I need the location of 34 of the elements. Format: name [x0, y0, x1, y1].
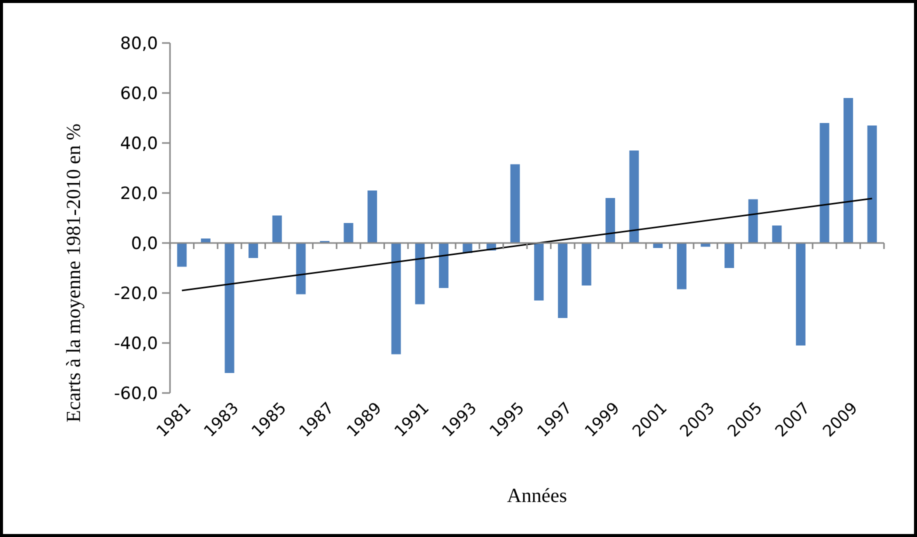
- bar: [820, 123, 830, 243]
- y-tick-label: 80,0: [120, 34, 158, 54]
- bar: [368, 190, 378, 243]
- bar: [438, 243, 448, 288]
- y-tick-label: 60,0: [120, 84, 158, 104]
- bar: [867, 126, 877, 243]
- bar: [582, 243, 592, 286]
- y-tick-label: -40,0: [114, 334, 158, 354]
- y-tick-label: 20,0: [120, 184, 158, 204]
- y-tick-label: -20,0: [114, 284, 158, 304]
- y-axis-title: Ecarts à la moyenne 1981-2010 en %: [63, 124, 85, 422]
- y-tick-label: 0,0: [130, 234, 158, 254]
- bar: [248, 243, 258, 258]
- bar: [844, 98, 854, 243]
- bar: [534, 243, 544, 300]
- bar: [344, 223, 354, 243]
- bar: [510, 164, 520, 243]
- bar: [724, 243, 734, 268]
- y-tick-label: -60,0: [114, 384, 158, 404]
- y-tick-label: 40,0: [120, 134, 158, 154]
- bar: [629, 150, 639, 243]
- bar: [177, 243, 187, 267]
- bar: [676, 243, 686, 290]
- bar: [224, 243, 234, 373]
- bar: [748, 199, 758, 243]
- bar: [391, 243, 401, 354]
- bar: [558, 243, 568, 318]
- bar: [772, 226, 782, 243]
- x-axis-title: Années: [507, 485, 568, 507]
- bar: [415, 243, 425, 304]
- bar: [272, 216, 282, 243]
- bar: [796, 243, 806, 346]
- bar: [296, 243, 306, 294]
- bar: [606, 198, 616, 243]
